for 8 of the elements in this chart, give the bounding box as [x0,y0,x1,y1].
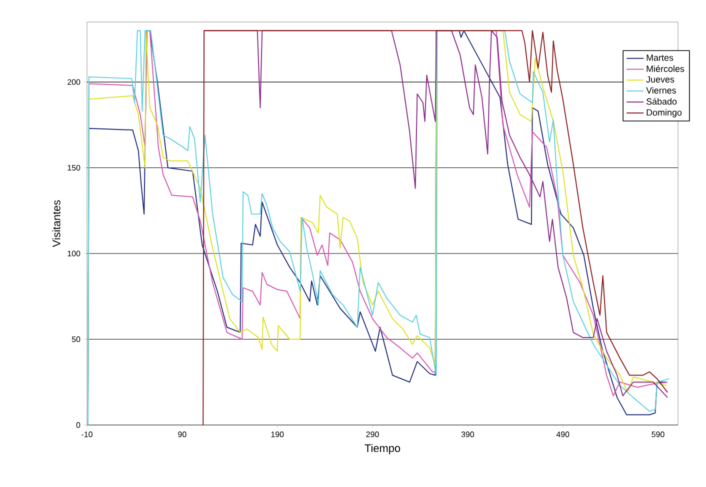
legend-label: Miércoles [646,65,684,72]
y-axis-title: Visitantes [52,200,60,248]
x-axis-title: Tiempo [364,444,400,454]
legend-label: Sábado [646,98,677,105]
legend-label: Viernes [646,86,676,94]
legend-label: Jueves [646,76,674,83]
legend-label: Domingo [646,109,682,118]
legend-label: Martes [646,54,674,61]
